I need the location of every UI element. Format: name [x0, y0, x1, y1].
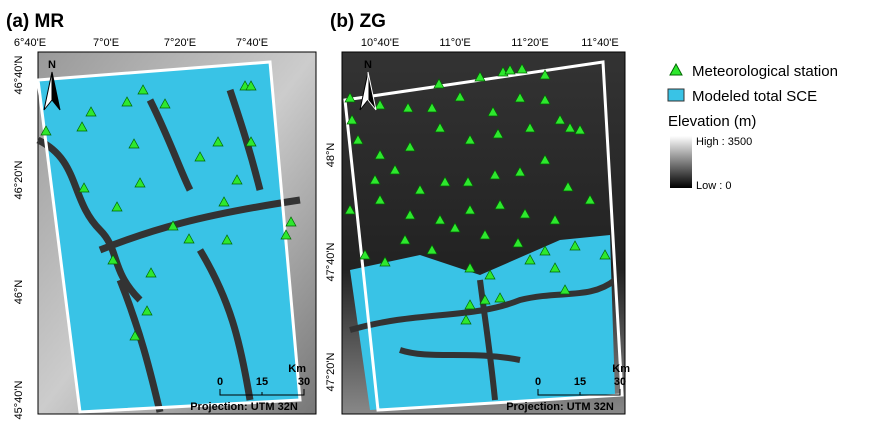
lat-label: 47°20'N [325, 352, 337, 391]
scale-unit: Km [612, 363, 630, 375]
legend-label: High : 3500 [696, 136, 752, 148]
lon-label: 10°40'E [361, 37, 399, 49]
lon-label: 11°40'E [581, 37, 619, 49]
figure: (a) MR 6°40'E 7°0'E 7°20'E 7°40'E 46°40'… [0, 0, 879, 423]
legend-symbol [670, 64, 682, 75]
lon-label: 11°0'E [439, 37, 470, 49]
sce-area [38, 62, 300, 412]
panel-title: (a) MR [6, 11, 64, 32]
scale-tick: 30 [614, 376, 626, 388]
scale-tick: 0 [217, 376, 223, 388]
legend-label: Low : 0 [696, 180, 731, 192]
lon-label: 7°0'E [93, 37, 119, 49]
lat-label: 46°20'N [13, 160, 25, 199]
scale-tick: 0 [535, 376, 541, 388]
panel-title: (b) ZG [330, 11, 386, 32]
lon-label: 11°20'E [511, 37, 549, 49]
elevation-ramp [670, 136, 692, 188]
north-label: N [48, 59, 56, 71]
lat-label: 45°40'N [13, 380, 25, 419]
scale-tick: 15 [256, 376, 268, 388]
legend-title: Elevation (m) [668, 113, 756, 130]
projection: Projection: UTM 32N [506, 401, 614, 413]
lat-label: 46°40'N [13, 55, 25, 94]
lon-label: 6°40'E [14, 37, 46, 49]
legend-label: Modeled total SCE [692, 88, 817, 105]
lat-label: 47°40'N [325, 242, 337, 281]
legend: Meteorological station Modeled total SCE… [668, 63, 838, 192]
lon-label: 7°20'E [164, 37, 196, 49]
lat-label: 46°N [13, 280, 25, 305]
legend-label: Meteorological station [692, 63, 838, 80]
lat-label: 48°N [325, 143, 337, 168]
panel-a: (a) MR 6°40'E 7°0'E 7°20'E 7°40'E 46°40'… [6, 11, 316, 419]
lon-label: 7°40'E [236, 37, 268, 49]
north-label: N [364, 59, 372, 71]
legend-symbol [668, 89, 684, 101]
projection: Projection: UTM 32N [190, 401, 298, 413]
scale-unit: Km [288, 363, 306, 375]
scale-tick: 30 [298, 376, 310, 388]
panel-b: (b) ZG 10°40'E 11°0'E 11°20'E 11°40'E 48… [325, 11, 630, 414]
scale-tick: 15 [574, 376, 586, 388]
